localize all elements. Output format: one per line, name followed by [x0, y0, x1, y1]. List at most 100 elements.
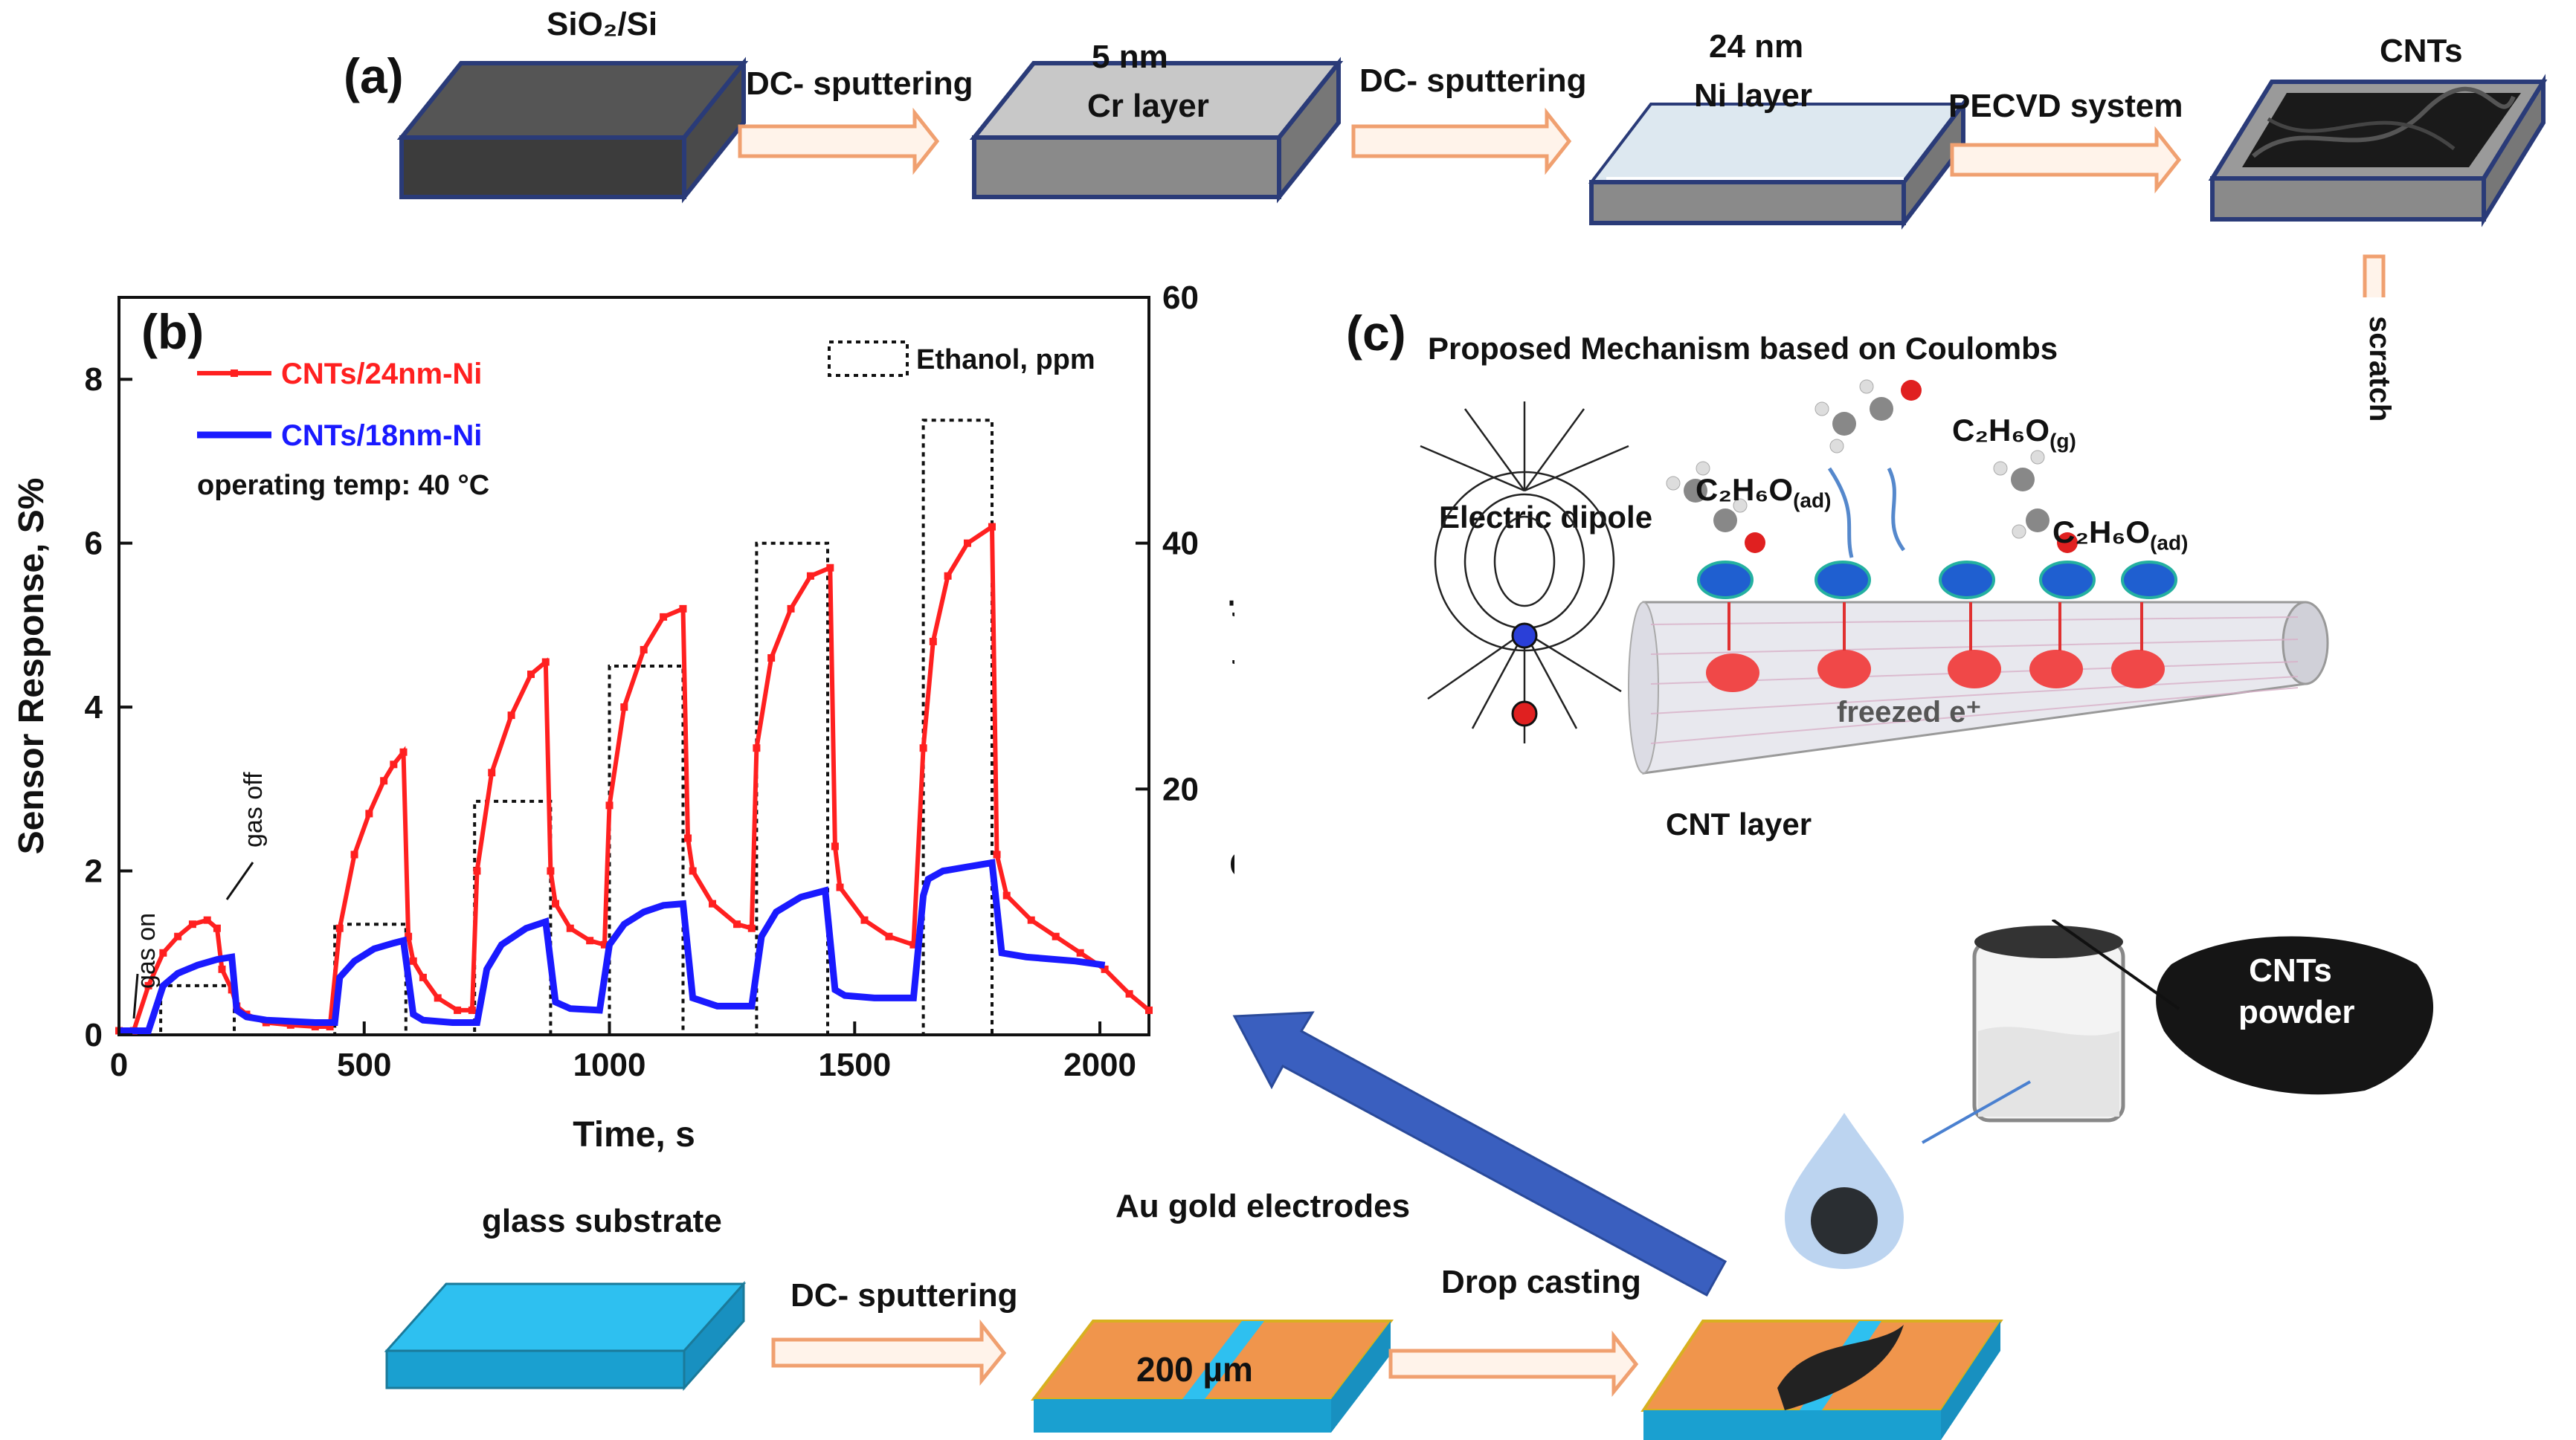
series-marker-0 [586, 937, 594, 945]
series-marker-0 [213, 924, 221, 932]
series-marker-0 [1052, 932, 1060, 940]
plot-frame [117, 296, 1150, 1036]
series-marker-0 [806, 572, 814, 580]
panel-c-label: (c) [1346, 306, 1406, 361]
series-marker-0 [159, 949, 167, 957]
series-marker-0 [605, 801, 614, 810]
molecule-ad-right-formula: C₂H₆O [2052, 514, 2151, 549]
series-marker-0 [507, 711, 515, 720]
molecule-gas-formula: C₂H₆O [1952, 413, 2050, 448]
ethanol-molecules [1666, 379, 2078, 558]
series-marker-0 [218, 965, 226, 973]
sputter-label: DC- sputtering [790, 1277, 1018, 1314]
series-marker-0 [350, 850, 358, 859]
series-marker-0 [405, 932, 413, 940]
series-line-1 [119, 859, 1106, 1034]
series-marker-0 [454, 1006, 462, 1014]
legend-swatch-ethanol [828, 340, 909, 377]
coulomb-arrows [1727, 602, 2143, 650]
series-marker-0 [679, 604, 687, 613]
step1-label: DC- sputtering [746, 65, 973, 102]
series-marker-0 [885, 932, 893, 940]
series-marker-0 [1101, 965, 1109, 973]
legend-label-24nm: CNTs/24nm-Ni [281, 358, 482, 390]
series-marker-0 [541, 658, 550, 666]
drop-casting-label: Drop casting [1441, 1264, 1641, 1300]
series-marker-0 [1027, 916, 1035, 924]
cnts-label: CNTs [2380, 33, 2463, 69]
panel-a-label: (a) [344, 48, 404, 103]
y-tick-label: 8 [85, 361, 103, 398]
drop-cast-device [1640, 1320, 2003, 1440]
series-marker-0 [335, 924, 344, 932]
series-marker-0 [311, 1022, 319, 1030]
series-marker-0 [909, 940, 918, 949]
gap-label: 200 µm [1136, 1350, 1253, 1389]
series-marker-0 [944, 572, 952, 580]
series-marker-0 [826, 564, 834, 572]
bottom-graphics [384, 920, 2434, 1440]
gold-electrodes [1030, 1320, 1394, 1433]
molecule-ad-left-label: C₂H₆O(ad) [1696, 472, 1831, 512]
series-marker-0 [733, 920, 741, 929]
series-marker-0 [380, 777, 388, 785]
series-marker-0 [836, 883, 844, 891]
dipole-field-lines [1420, 401, 1629, 743]
series-marker-0 [831, 842, 839, 850]
series-marker-0 [399, 748, 408, 756]
y-tick-label: 0 [85, 1017, 103, 1053]
series-marker-0 [684, 834, 692, 842]
y2-tick-label: 40 [1162, 526, 1199, 562]
step2-arrow [1351, 107, 1572, 175]
series-marker-0 [468, 1006, 476, 1014]
series-marker-0 [286, 1021, 294, 1029]
molecule-ad-left-formula: C₂H₆O [1696, 472, 1794, 507]
legend-marker-24nm [231, 369, 238, 377]
transfer-arrow [1232, 1011, 1727, 1297]
cnts-wafer [2208, 74, 2548, 227]
series-marker-0 [1076, 949, 1084, 957]
molecule-gas-label: C₂H₆O(g) [1952, 413, 2076, 453]
cnt-powder-jar [1972, 926, 2125, 1123]
cnt-powder-pile [2156, 936, 2434, 1095]
sio2-si-wafer [396, 56, 749, 204]
gas-off-label: gas off [239, 772, 268, 847]
series-marker-0 [620, 703, 628, 711]
cr-thickness-label: 5 nm [1092, 39, 1168, 75]
mechanism-graphics [1420, 379, 2329, 775]
series-marker-0 [390, 761, 398, 769]
cnt-layer-label: CNT layer [1666, 807, 1812, 842]
step3-arrow [1950, 126, 2182, 194]
ni-layer-wafer [1588, 97, 1967, 230]
x-tick-label: 2000 [1063, 1047, 1136, 1083]
series-marker-0 [566, 924, 574, 932]
series-marker-0 [709, 900, 717, 908]
y-axis-title: Sensor Response, S% [12, 478, 51, 855]
operating-temp-label: operating temp: 40 °C [197, 470, 490, 501]
panel-a-graphics [396, 56, 2548, 297]
series-marker-0 [419, 973, 427, 981]
cnts-powder-label: CNTs powder [2238, 952, 2355, 1030]
series-marker-0 [767, 653, 776, 662]
x-tick-label: 500 [337, 1047, 391, 1083]
cr-layer-label: Cr layer [1087, 88, 1209, 124]
step2-label: DC- sputtering [1359, 62, 1587, 99]
series-marker-0 [600, 940, 608, 949]
series-marker-0 [527, 671, 535, 679]
frozen-positive-sites [1706, 650, 2165, 692]
y-tick-label: 6 [85, 526, 103, 562]
series-marker-0 [547, 867, 555, 875]
series-marker-0 [188, 920, 196, 929]
droplet [1785, 1113, 1904, 1269]
series-marker-0 [203, 916, 211, 924]
y2-tick-label: 60 [1162, 282, 1199, 316]
dipole-negative-charge [1511, 622, 1538, 649]
glass-substrate [384, 1281, 747, 1391]
y-tick-label: 2 [85, 853, 103, 890]
molecule-ad-right-phase: (ad) [2150, 531, 2189, 555]
adsorbed-negative-sites [1697, 561, 2177, 599]
series-marker-0 [660, 613, 668, 621]
y-tick-label: 4 [85, 689, 103, 726]
freezed-label: freezed e⁺ [1837, 696, 1982, 729]
series-marker-0 [929, 637, 937, 645]
